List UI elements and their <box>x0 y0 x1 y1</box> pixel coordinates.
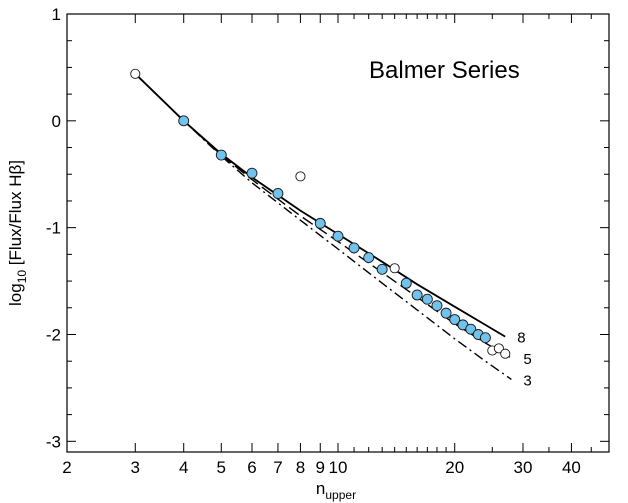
filled-point <box>421 293 433 305</box>
filled-point <box>411 289 423 301</box>
axis-ticks <box>66 13 609 452</box>
x-tick-label: 9 <box>316 458 325 477</box>
x-tick-label: 10 <box>329 458 348 477</box>
filled-point <box>376 263 388 275</box>
model-line-label: 3 <box>523 372 531 389</box>
x-tick-label: 5 <box>217 458 226 477</box>
x-tick-label: 4 <box>179 458 188 477</box>
x-tick-label: 8 <box>296 458 305 477</box>
open-point <box>500 348 511 359</box>
open-point <box>389 263 400 274</box>
filled-point <box>440 307 452 319</box>
y-tick-label: 1 <box>52 5 61 24</box>
filled-point <box>431 300 443 312</box>
filled-point <box>449 314 461 325</box>
x-tick-label: 6 <box>247 458 256 477</box>
open-point <box>295 171 306 182</box>
y-tick-label: -2 <box>46 325 61 344</box>
filled-point <box>400 277 412 289</box>
x-tick-label: 7 <box>273 458 282 477</box>
x-tick-label: 20 <box>445 458 464 477</box>
filled-point <box>314 217 326 229</box>
filled-point <box>272 188 284 199</box>
chart-annotation: Balmer Series <box>369 57 520 84</box>
x-tick-label: 30 <box>514 458 533 477</box>
open-point <box>493 343 504 354</box>
model-line-label: 5 <box>523 351 531 368</box>
filled-point <box>332 230 344 242</box>
open-point <box>130 68 141 79</box>
model-line-8 <box>134 73 506 338</box>
y-tick-label: 0 <box>52 112 61 131</box>
filled-point <box>246 167 258 179</box>
x-axis-title: nupper <box>316 479 356 502</box>
filled-point <box>215 149 227 161</box>
data-points <box>130 68 511 359</box>
x-tick-label: 2 <box>62 458 71 477</box>
x-tick-label: 40 <box>562 458 581 477</box>
filled-point <box>465 323 477 335</box>
y-axis-title: log10 [Flux/Flux Hβ] <box>6 160 29 306</box>
filled-point <box>479 332 491 344</box>
filled-point <box>178 115 190 127</box>
x-tick-label: 3 <box>131 458 140 477</box>
filled-point <box>348 242 360 254</box>
y-tick-label: -1 <box>46 219 61 238</box>
filled-point <box>363 252 375 264</box>
model-line-3 <box>134 73 512 380</box>
model-line-label: 8 <box>517 330 525 347</box>
y-tick-label: -3 <box>46 432 61 451</box>
